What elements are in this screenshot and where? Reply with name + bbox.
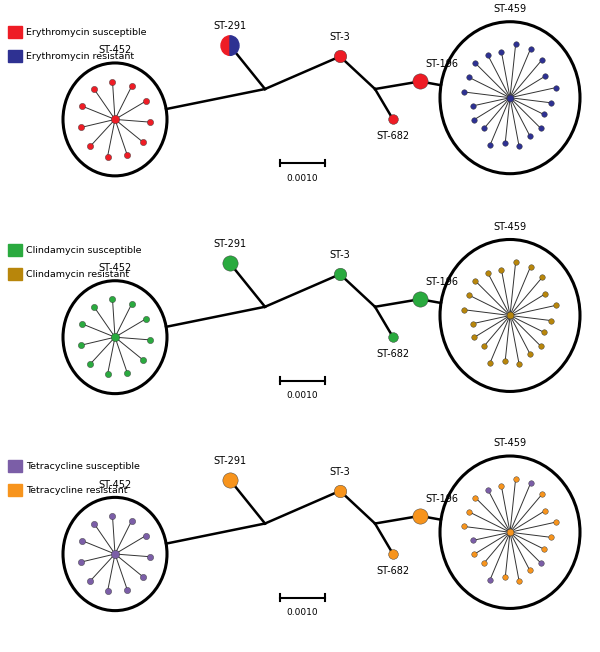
Text: ST-196: ST-196	[425, 277, 458, 288]
Text: Erythromycin resistant: Erythromycin resistant	[26, 52, 134, 61]
Text: ST-3: ST-3	[329, 467, 350, 477]
Text: Erythromycin susceptible: Erythromycin susceptible	[26, 28, 146, 37]
Text: ST-291: ST-291	[214, 239, 247, 249]
Text: ST-459: ST-459	[493, 438, 527, 449]
Text: ST-459: ST-459	[493, 222, 527, 232]
Text: ST-682: ST-682	[376, 349, 410, 359]
Bar	[8, 268, 22, 280]
Text: ST-452: ST-452	[98, 46, 131, 55]
Text: ST-291: ST-291	[214, 22, 247, 31]
Text: Clindamycin resistant: Clindamycin resistant	[26, 270, 129, 278]
Text: ST-3: ST-3	[329, 33, 350, 42]
Bar	[8, 484, 22, 496]
Text: ST-452: ST-452	[98, 263, 131, 273]
Text: Clindamycin susceptible: Clindamycin susceptible	[26, 246, 142, 255]
Bar	[8, 460, 22, 472]
Text: 0.0010: 0.0010	[287, 608, 319, 617]
Text: 0.0010: 0.0010	[287, 173, 319, 183]
Wedge shape	[221, 36, 230, 55]
Text: ST-3: ST-3	[329, 250, 350, 260]
Text: ST-196: ST-196	[425, 494, 458, 504]
Text: Tetracycline susceptible: Tetracycline susceptible	[26, 462, 140, 471]
Text: Tetracycline resistant: Tetracycline resistant	[26, 486, 128, 496]
Text: ST-452: ST-452	[98, 480, 131, 490]
Text: ST-459: ST-459	[493, 4, 527, 14]
Bar	[8, 50, 22, 62]
Text: ST-682: ST-682	[376, 131, 410, 141]
Text: ST-291: ST-291	[214, 456, 247, 466]
Bar	[8, 26, 22, 38]
Text: 0.0010: 0.0010	[287, 391, 319, 400]
Bar	[8, 244, 22, 256]
Text: ST-682: ST-682	[376, 566, 410, 576]
Text: ST-196: ST-196	[425, 59, 458, 70]
Wedge shape	[230, 36, 239, 55]
